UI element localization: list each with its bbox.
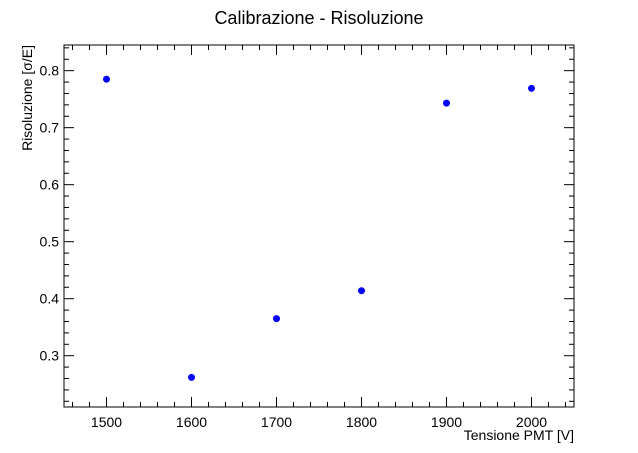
chart-title: Calibrazione - Risoluzione [214,8,423,28]
x-axis-title: Tensione PMT [V] [464,427,574,443]
y-tick-label: 0.4 [40,291,60,307]
data-point [273,315,280,323]
x-tick-label: 1500 [91,414,122,430]
x-axis: 1500 1600 1700 1800 1900 2000 [72,45,566,430]
y-tick-label: 0.7 [40,120,60,136]
y-tick-label: 0.5 [40,234,60,250]
x-tick-label: 1600 [176,414,207,430]
data-point [188,373,195,381]
y-tick-label: 0.3 [40,348,60,364]
x-tick-label: 1800 [346,414,377,430]
y-tick-label: 0.8 [40,63,60,79]
data-point [443,99,450,107]
y-tick-label: 0.6 [40,177,60,193]
y-axis-title: Risoluzione [σ/E] [19,45,35,151]
data-point [528,84,535,92]
x-tick-label: 1700 [261,414,292,430]
data-point [103,75,110,83]
plot-frame [63,44,575,408]
y-axis: 0.3 0.4 0.5 0.6 0.7 0.8 [40,47,574,402]
x-tick-label: 2000 [516,414,547,430]
data-points [103,75,535,381]
x-tick-label: 1900 [431,414,462,430]
data-point [358,287,365,295]
